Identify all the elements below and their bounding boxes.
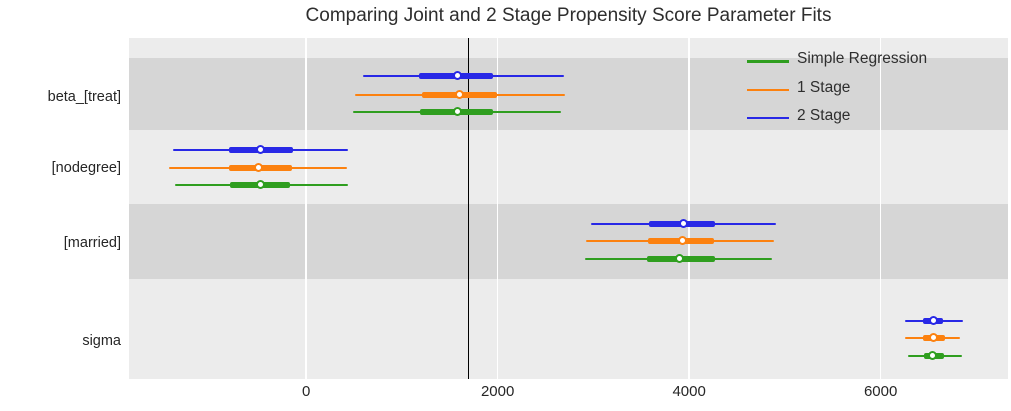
x-tick-label: 4000 xyxy=(672,383,706,400)
point-estimate-marker xyxy=(452,107,462,117)
plot-area xyxy=(129,38,1008,379)
y-tick-label: [nodegree] xyxy=(51,160,121,176)
x-tick-label: 2000 xyxy=(480,383,515,400)
point-estimate-marker xyxy=(678,236,688,246)
chart-title: Comparing Joint and 2 Stage Propensity S… xyxy=(305,5,832,26)
legend-line-sample xyxy=(747,88,789,92)
y-tick-label: [married] xyxy=(63,235,121,251)
point-estimate-marker xyxy=(256,145,266,155)
point-estimate-marker xyxy=(452,71,462,81)
x-tick-label: 6000 xyxy=(863,383,898,400)
x-tick-label: 0 xyxy=(301,383,311,400)
gridline xyxy=(496,38,499,379)
point-estimate-marker xyxy=(928,351,938,361)
shade-band xyxy=(129,58,1008,130)
legend-label: 1 Stage xyxy=(797,78,851,96)
shade-band xyxy=(129,203,1008,279)
legend-line-sample xyxy=(747,60,789,63)
point-estimate-marker xyxy=(256,180,266,190)
reference-vline xyxy=(467,38,470,379)
y-tick-label: beta_[treat] xyxy=(47,89,121,105)
point-estimate-marker xyxy=(929,316,939,326)
y-tick-label: sigma xyxy=(82,333,121,349)
legend-line-sample xyxy=(747,116,789,120)
point-estimate-marker xyxy=(254,163,264,173)
point-estimate-marker xyxy=(675,254,685,264)
legend-label: 2 Stage xyxy=(797,106,851,124)
gridline xyxy=(879,38,882,379)
point-estimate-marker xyxy=(929,333,939,343)
gridline xyxy=(688,38,690,379)
point-estimate-marker xyxy=(678,219,688,229)
point-estimate-marker xyxy=(454,90,464,100)
legend-label: Simple Regression xyxy=(797,50,928,67)
gridline xyxy=(305,38,307,379)
